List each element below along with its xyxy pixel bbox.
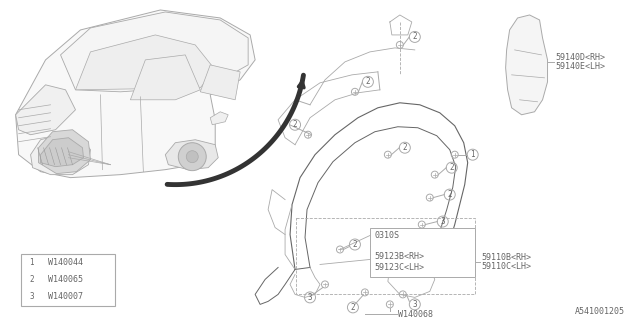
Text: 2: 2 — [449, 163, 454, 172]
Polygon shape — [76, 35, 215, 90]
Text: 59110C<LH>: 59110C<LH> — [482, 262, 532, 271]
Text: 2: 2 — [447, 190, 452, 199]
Polygon shape — [15, 10, 255, 178]
Text: 2: 2 — [29, 276, 34, 284]
Polygon shape — [506, 15, 548, 115]
Text: W140065: W140065 — [47, 276, 83, 284]
Text: 1: 1 — [470, 150, 475, 159]
Text: 1: 1 — [29, 259, 34, 268]
Bar — [370, 228, 475, 277]
Polygon shape — [61, 12, 248, 92]
Text: 59123B<RH>: 59123B<RH> — [375, 252, 425, 261]
Bar — [296, 218, 475, 294]
Text: 59110B<RH>: 59110B<RH> — [482, 253, 532, 262]
Polygon shape — [165, 140, 218, 170]
Polygon shape — [200, 65, 240, 100]
Text: 3: 3 — [440, 217, 445, 226]
Text: 3: 3 — [29, 292, 34, 301]
Text: 2: 2 — [403, 143, 407, 152]
Text: W140044: W140044 — [47, 259, 83, 268]
Text: 2: 2 — [351, 303, 355, 312]
Text: 59140E<LH>: 59140E<LH> — [556, 62, 605, 71]
Text: W140007: W140007 — [47, 292, 83, 301]
Polygon shape — [210, 112, 228, 125]
Text: 3: 3 — [413, 300, 417, 309]
Text: 2: 2 — [292, 120, 298, 129]
Polygon shape — [40, 138, 83, 167]
Text: 2: 2 — [353, 240, 357, 249]
Circle shape — [186, 151, 198, 163]
Text: 2: 2 — [413, 32, 417, 41]
Polygon shape — [31, 135, 90, 175]
Text: 59140D<RH>: 59140D<RH> — [556, 53, 605, 62]
Text: 0310S: 0310S — [375, 231, 400, 240]
Polygon shape — [15, 85, 76, 135]
Polygon shape — [131, 55, 200, 100]
Text: A541001205: A541001205 — [574, 307, 625, 316]
Text: 59123C<LH>: 59123C<LH> — [375, 263, 425, 272]
Polygon shape — [38, 130, 90, 174]
Circle shape — [179, 143, 206, 171]
Text: W140068: W140068 — [398, 310, 433, 319]
Text: 3: 3 — [308, 293, 312, 302]
Text: 2: 2 — [365, 77, 370, 86]
Bar — [20, 254, 115, 306]
